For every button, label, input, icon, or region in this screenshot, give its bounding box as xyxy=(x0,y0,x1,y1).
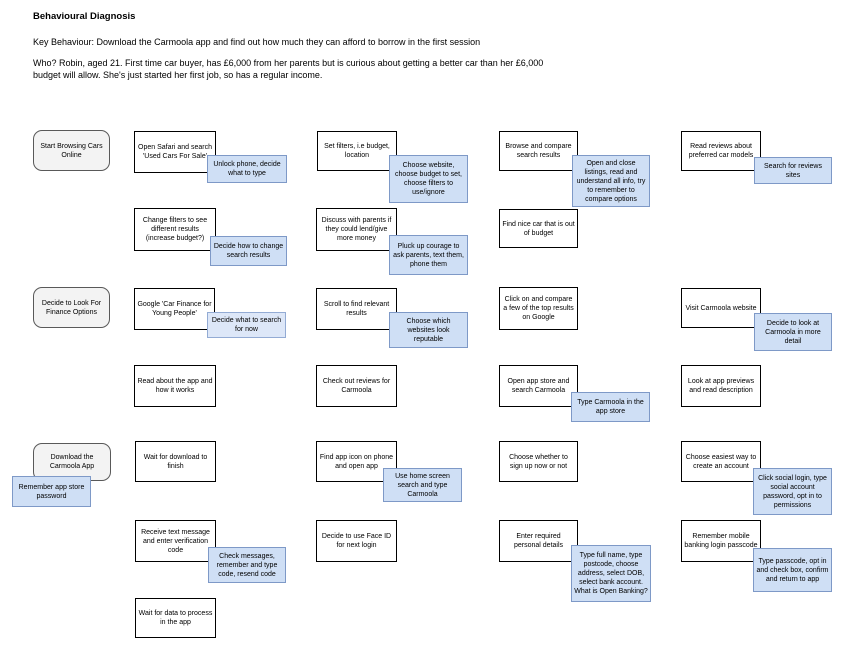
note-click-social-login[interactable]: Click social login, type social account … xyxy=(753,468,832,515)
stage-decide-to-look-for-finance-options[interactable]: Decide to Look For Finance Options xyxy=(33,287,110,328)
step-google-car-finance[interactable]: Google 'Car Finance for Young People' xyxy=(134,288,215,330)
step-receive-text-code[interactable]: Receive text message and enter verificat… xyxy=(135,520,216,562)
key-behaviour-text: Key Behaviour: Download the Carmoola app… xyxy=(33,37,481,47)
note-search-reviews-sites[interactable]: Search for reviews sites xyxy=(754,157,832,184)
note-type-carmoola-app-store[interactable]: Type Carmoola in the app store xyxy=(571,392,650,422)
note-check-messages[interactable]: Check messages, remember and type code, … xyxy=(208,547,286,583)
step-change-filters[interactable]: Change filters to see different results … xyxy=(134,208,216,251)
note-use-home-screen-search[interactable]: Use home screen search and type Carmoola xyxy=(383,468,462,502)
step-decide-face-id[interactable]: Decide to use Face ID for next login xyxy=(316,520,397,562)
step-check-out-reviews-carmoola[interactable]: Check out reviews for Carmoola xyxy=(316,365,397,407)
step-wait-data-process[interactable]: Wait for data to process in the app xyxy=(135,598,216,638)
note-remember-app-store-password[interactable]: Remember app store password xyxy=(12,476,91,507)
step-scroll-relevant-results[interactable]: Scroll to find relevant results xyxy=(316,288,397,330)
step-click-compare-google[interactable]: Click on and compare a few of the top re… xyxy=(499,287,578,330)
note-pluck-up-courage[interactable]: Pluck up courage to ask parents, text th… xyxy=(389,235,468,275)
step-visit-carmoola-website[interactable]: Visit Carmoola website xyxy=(681,288,761,328)
step-browse-compare-results[interactable]: Browse and compare search results xyxy=(499,131,578,171)
step-find-nice-car[interactable]: Find nice car that is out of budget xyxy=(499,209,578,248)
note-decide-change-search[interactable]: Decide how to change search results xyxy=(210,236,287,266)
step-wait-for-download[interactable]: Wait for download to finish xyxy=(135,441,216,482)
step-read-about-app[interactable]: Read about the app and how it works xyxy=(134,365,216,407)
note-decide-look-carmoola-detail[interactable]: Decide to look at Carmoola in more detai… xyxy=(754,313,832,351)
stage-download-the-carmoola-app[interactable]: Download the Carmoola App xyxy=(33,443,111,481)
note-choose-website-budget[interactable]: Choose website, choose budget to set, ch… xyxy=(389,155,468,203)
step-choose-easiest-account[interactable]: Choose easiest way to create an account xyxy=(681,441,761,482)
step-remember-banking-passcode[interactable]: Remember mobile banking login passcode xyxy=(681,520,761,562)
stage-start-browsing-cars-online[interactable]: Start Browsing Cars Online xyxy=(33,130,110,171)
who-text: Who? Robin, aged 21. First time car buye… xyxy=(33,58,544,80)
step-look-at-app-previews[interactable]: Look at app previews and read descriptio… xyxy=(681,365,761,407)
step-choose-whether-sign-up[interactable]: Choose whether to sign up now or not xyxy=(499,441,578,482)
note-type-full-name[interactable]: Type full name, type postcode, choose ad… xyxy=(571,545,651,602)
note-choose-reputable-websites[interactable]: Choose which websites look reputable xyxy=(389,312,468,348)
step-discuss-with-parents[interactable]: Discuss with parents if they could lend/… xyxy=(316,208,397,251)
note-open-close-listings[interactable]: Open and close listings, read and unders… xyxy=(572,155,650,207)
page-title: Behavioural Diagnosis xyxy=(33,11,136,22)
step-read-reviews-car-models[interactable]: Read reviews about preferred car models xyxy=(681,131,761,171)
step-set-filters[interactable]: Set filters, i.e budget, location xyxy=(317,131,397,171)
step-open-app-store[interactable]: Open app store and search Carmoola xyxy=(499,365,578,407)
step-open-safari-search[interactable]: Open Safari and search 'Used Cars For Sa… xyxy=(134,131,216,173)
step-enter-personal-details[interactable]: Enter required personal details xyxy=(499,520,578,562)
note-type-passcode[interactable]: Type passcode, opt in and check box, con… xyxy=(753,548,832,592)
note-decide-what-search[interactable]: Decide what to search for now xyxy=(207,312,286,338)
note-unlock-phone[interactable]: Unlock phone, decide what to type xyxy=(207,155,287,183)
